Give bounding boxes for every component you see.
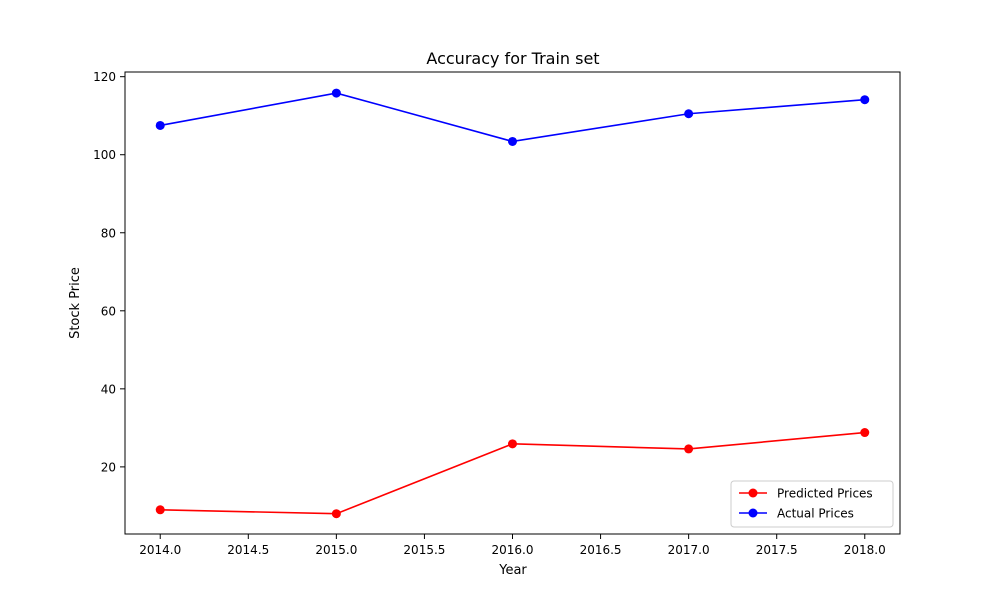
x-tick-label: 2015.0 [315, 543, 357, 557]
y-tick-label: 60 [101, 304, 116, 318]
data-point-predicted [331, 509, 341, 519]
x-tick-label: 2016.0 [492, 543, 534, 557]
x-tick-label: 2014.0 [139, 543, 181, 557]
x-axis: 2014.0 2014.5 2015.0 2015.5 2016.0 2016.5 2017… [139, 534, 886, 557]
data-point-predicted [508, 439, 517, 449]
data-point-actual [860, 95, 870, 105]
x-tick-label: 2018.0 [844, 543, 886, 557]
y-tick-label: 20 [101, 460, 116, 474]
x-tick-label: 2015.5 [403, 543, 445, 557]
legend-label: Actual Prices [777, 507, 854, 521]
chart-title: Accuracy for Train set [426, 49, 599, 68]
x-tick-label: 2016.5 [580, 543, 622, 557]
data-point-predicted [684, 444, 694, 454]
data-point-predicted [860, 428, 870, 438]
legend-box [730, 480, 894, 528]
legend: Predicted Prices Actual Prices [730, 480, 894, 528]
x-tick-label: 2017.0 [668, 543, 710, 557]
x-axis-label: Year [498, 563, 527, 578]
legend-swatch-marker [748, 488, 758, 498]
x-tick-label: 2017.5 [756, 543, 798, 557]
data-point-actual [684, 109, 694, 119]
y-tick-label: 40 [101, 382, 116, 396]
x-tick-label: 2014.5 [227, 543, 269, 557]
data-point-actual [508, 136, 517, 146]
data-point-actual [155, 120, 165, 130]
plot-area [155, 88, 870, 519]
y-tick-label: 120 [93, 70, 116, 84]
y-tick-label: 100 [93, 148, 116, 162]
legend-swatch-marker [748, 508, 758, 518]
y-tick-label: 80 [101, 226, 116, 240]
data-point-predicted [155, 505, 165, 515]
y-axis-label: Stock Price [68, 267, 83, 339]
legend-label: Predicted Prices [777, 487, 873, 501]
y-axis: 20 40 60 80 100 120 [93, 70, 125, 474]
data-point-actual [331, 88, 341, 98]
